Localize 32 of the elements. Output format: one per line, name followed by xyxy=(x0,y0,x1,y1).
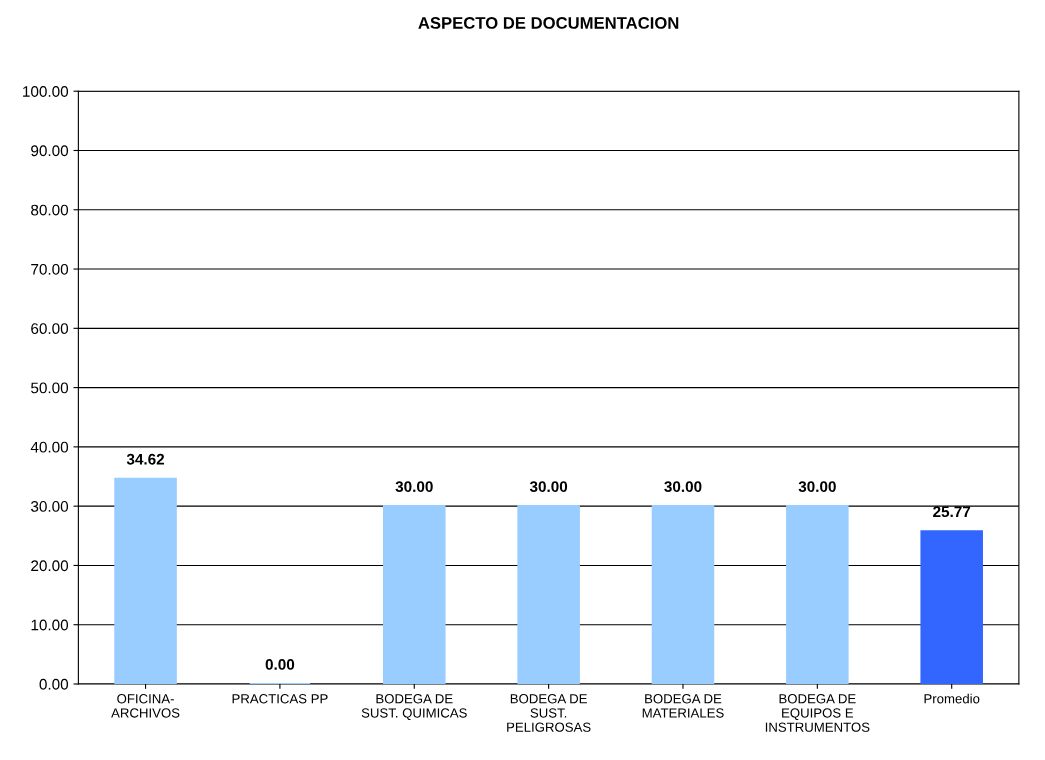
bar xyxy=(786,505,849,684)
bar xyxy=(920,530,983,684)
x-tick-label: PRACTICAS PP xyxy=(232,694,328,704)
bar xyxy=(517,505,580,684)
x-tick-label: BODEGA DE MATERIALES xyxy=(642,694,724,718)
bar xyxy=(383,505,446,684)
data-label: 25.77 xyxy=(933,506,971,518)
y-tick-label: 20.00 xyxy=(31,560,69,572)
data-label: 34.62 xyxy=(126,453,165,465)
x-tick-label: BODEGA DE SUST. QUIMICAS xyxy=(361,694,467,720)
y-tick-label: 90.00 xyxy=(31,145,69,157)
data-label: 0.00 xyxy=(265,659,295,670)
data-label: 30.00 xyxy=(529,481,568,493)
data-label: 30.00 xyxy=(798,481,836,493)
bar xyxy=(651,505,715,684)
y-tick-label: 0.00 xyxy=(39,678,69,690)
x-tick-label: BODEGA DE EQUIPOS E INSTRUMENTOS xyxy=(765,694,870,732)
x-tick-label: OFICINA- ARCHIVOS xyxy=(111,694,180,718)
y-tick-label: 60.00 xyxy=(31,323,69,335)
y-tick-label: 70.00 xyxy=(31,263,69,275)
bar xyxy=(114,477,177,684)
y-tick-label: 30.00 xyxy=(31,501,69,512)
x-tick-label: Promedio xyxy=(924,693,980,704)
y-tick-label: 40.00 xyxy=(30,441,69,453)
data-label: 30.00 xyxy=(395,481,433,493)
chart-title: ASPECTO DE DOCUMENTACION xyxy=(418,17,679,29)
y-tick-label: 10.00 xyxy=(31,619,69,631)
y-tick-label: 80.00 xyxy=(31,204,69,216)
x-tick-label: BODEGA DE SUST. PELIGROSAS xyxy=(507,694,591,732)
y-tick-label: 50.00 xyxy=(31,382,69,394)
y-tick-label: 100.00 xyxy=(23,86,69,97)
data-label: 30.00 xyxy=(664,481,702,493)
